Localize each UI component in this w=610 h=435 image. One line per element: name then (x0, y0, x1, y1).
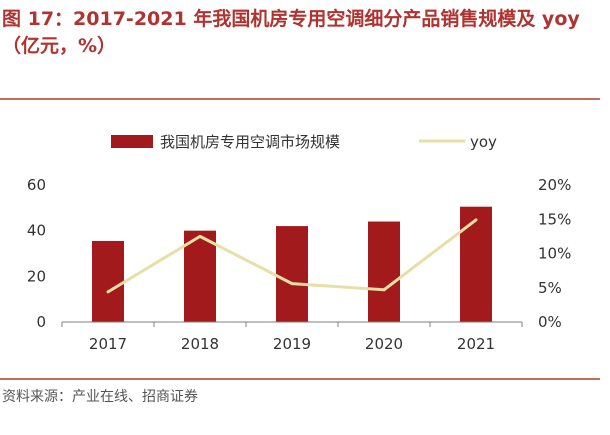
left-tick-label: 20 (27, 267, 46, 285)
yoy-point (106, 290, 110, 294)
title-divider (0, 98, 600, 100)
x-tick-label: 2019 (273, 335, 311, 353)
left-tick-label: 0 (36, 313, 46, 331)
x-tick-label: 2021 (457, 335, 495, 353)
legend-bar-label: 我国机房专用空调市场规模 (160, 133, 340, 151)
legend-bar-swatch (111, 135, 153, 148)
bar (184, 230, 216, 322)
bar (460, 206, 492, 322)
legend: 我国机房专用空调市场规模 yoy (111, 133, 497, 151)
source-note: 资料来源：产业在线、招商证券 (2, 389, 198, 405)
x-tick-label: 2020 (365, 335, 403, 353)
x-axis-labels: 2017 2018 2019 2020 2021 (89, 335, 495, 353)
yoy-line-series (106, 218, 478, 294)
source-divider (0, 378, 600, 380)
bar (92, 240, 124, 322)
right-tick-label: 20% (538, 176, 571, 194)
right-tick-label: 15% (538, 210, 571, 228)
right-tick-label: 10% (538, 245, 571, 263)
right-axis-ticks: 0% 5% 10% 15% 20% (538, 176, 571, 331)
yoy-point (474, 218, 478, 222)
left-tick-label: 40 (27, 222, 46, 240)
yoy-point (198, 234, 202, 238)
x-tick-label: 2017 (89, 335, 127, 353)
left-axis-ticks: 0 20 40 60 (27, 176, 46, 331)
right-tick-label: 0% (538, 313, 562, 331)
yoy-point (382, 288, 386, 292)
left-tick-label: 60 (27, 176, 46, 194)
chart-area: 我国机房专用空调市场规模 yoy 0 20 40 60 0% 5% 10% 15% 20% 2… (27, 133, 571, 353)
bar (276, 226, 308, 322)
yoy-point (290, 282, 294, 286)
chart-title: 图 17：2017-2021 年我国机房专用空调细分产品销售规模及 yoy（亿元… (2, 8, 580, 57)
bar-series (92, 206, 492, 322)
bar (368, 221, 400, 322)
right-tick-label: 5% (538, 279, 562, 297)
legend-line-label: yoy (470, 133, 497, 151)
x-axis-ticks (61, 322, 523, 327)
x-tick-label: 2018 (181, 335, 219, 353)
